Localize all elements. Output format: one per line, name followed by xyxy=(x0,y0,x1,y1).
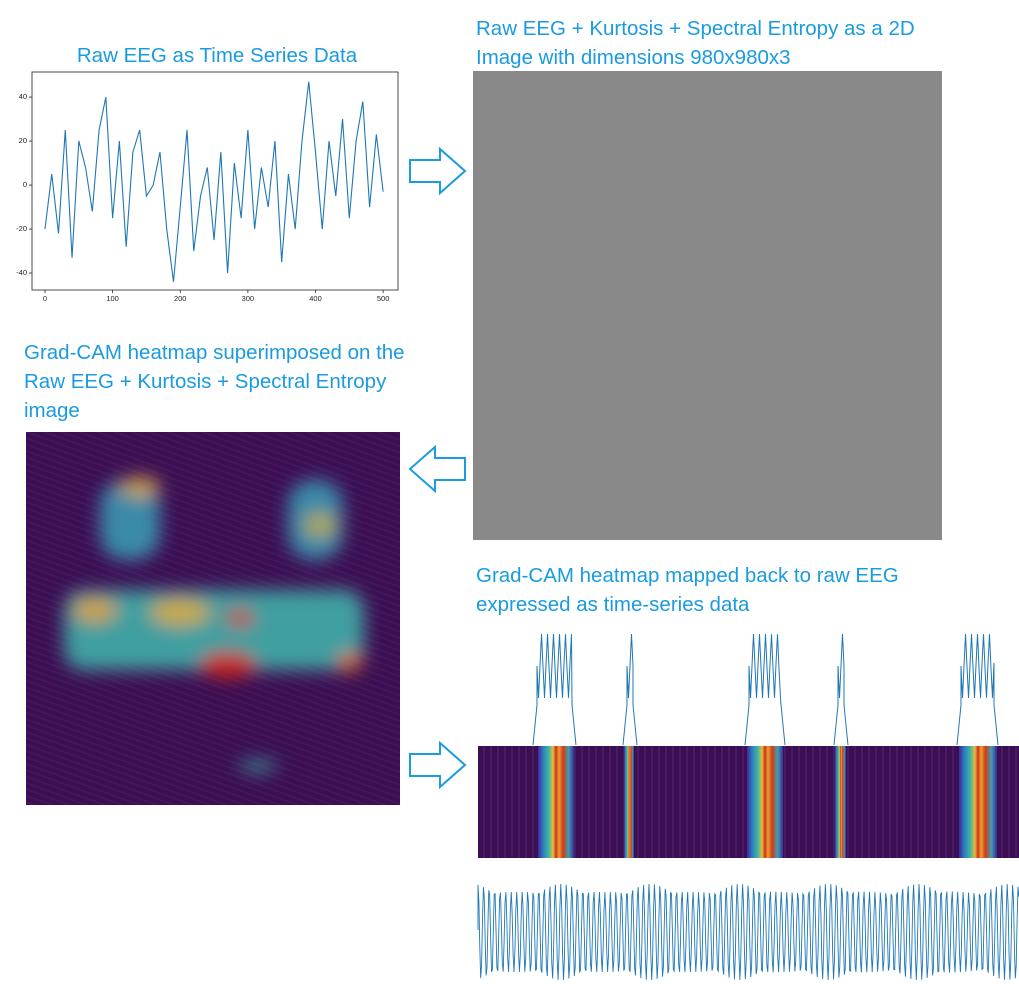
x-tick-label: 0 xyxy=(43,294,47,303)
panel-title: Image with dimensions 980x980x3 xyxy=(476,46,791,69)
blob xyxy=(304,513,336,537)
panel-title: expressed as time-series data xyxy=(476,593,750,616)
x-tick-label: 100 xyxy=(106,294,119,303)
x-tick-label: 300 xyxy=(242,294,255,303)
heat-stripe xyxy=(478,746,1019,858)
stripe-band xyxy=(835,746,846,858)
burst-signal xyxy=(745,634,785,745)
stripe-band xyxy=(959,746,997,858)
y-tick-label: -40 xyxy=(16,268,27,277)
burst-signal xyxy=(623,634,637,745)
panel-title: Grad-CAM heatmap superimposed on the xyxy=(24,341,405,364)
blob xyxy=(150,598,210,626)
panel-title: Raw EEG + Kurtosis + Spectral Entropy xyxy=(24,370,387,393)
arrow-left xyxy=(410,447,465,491)
mapped-signal xyxy=(478,884,1019,980)
blob xyxy=(120,477,160,497)
eeg-line xyxy=(45,82,383,282)
panel-title: Raw EEG as Time Series Data xyxy=(77,44,358,67)
blob xyxy=(238,761,278,771)
y-tick-label: -20 xyxy=(16,224,27,233)
blob xyxy=(200,652,256,678)
y-tick-label: 40 xyxy=(19,92,27,101)
stripe-band xyxy=(747,746,783,858)
stripe-band xyxy=(624,746,634,858)
blob xyxy=(226,610,254,626)
blob xyxy=(338,652,362,672)
heatmap xyxy=(26,432,400,805)
eeg-image xyxy=(473,71,942,540)
burst-signal xyxy=(957,634,998,745)
panel-title: Grad-CAM heatmap mapped back to raw EEG xyxy=(476,564,899,587)
x-tick-label: 400 xyxy=(309,294,322,303)
arrow-right xyxy=(410,743,465,787)
panel-title: image xyxy=(24,399,80,422)
arrows xyxy=(410,149,465,787)
plot-frame xyxy=(32,72,398,290)
x-tick-label: 500 xyxy=(377,294,390,303)
arrow-right xyxy=(410,149,465,193)
burst-signal xyxy=(533,634,576,745)
stripe-band xyxy=(538,746,574,858)
blob xyxy=(73,598,117,622)
figure: Raw EEG as Time Series Data Raw EEG + Ku… xyxy=(0,0,1019,984)
panel-title: Raw EEG + Kurtosis + Spectral Entropy as… xyxy=(476,17,915,40)
y-tick-label: 20 xyxy=(19,136,27,145)
y-tick-label: 0 xyxy=(23,180,27,189)
x-tick-label: 200 xyxy=(174,294,187,303)
canvas: Raw EEG as Time Series Data Raw EEG + Ku… xyxy=(0,0,1019,984)
burst-signal xyxy=(834,634,848,745)
